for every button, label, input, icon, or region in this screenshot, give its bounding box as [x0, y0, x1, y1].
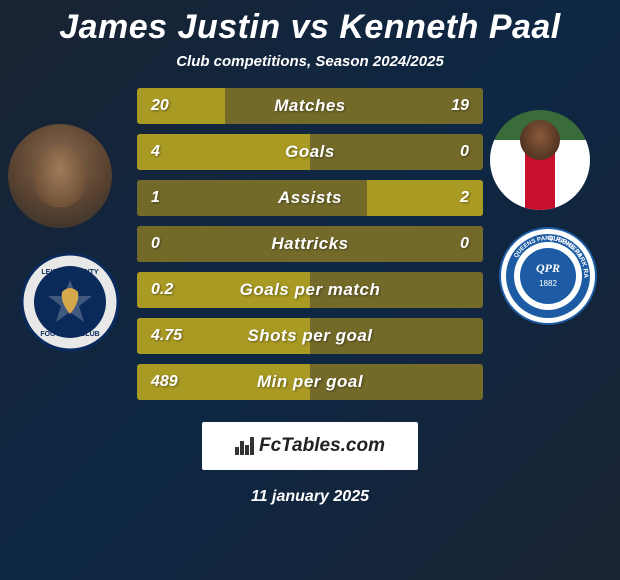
stat-label: Shots per goal — [247, 326, 372, 346]
stat-left-value: 20 — [151, 97, 169, 115]
stat-row: 4.75 Shots per goal — [137, 318, 483, 354]
stat-left-value: 0.2 — [151, 281, 173, 299]
svg-text:QPR: QPR — [536, 261, 560, 275]
stat-left-value: 0 — [151, 235, 160, 253]
stat-fill-right — [398, 88, 483, 124]
stat-row: 20 Matches 19 — [137, 88, 483, 124]
svg-text:FOOTBALL CLUB: FOOTBALL CLUB — [40, 331, 99, 338]
stat-fill-left — [137, 226, 224, 262]
stat-label: Goals per match — [240, 280, 381, 300]
stat-row: 489 Min per goal — [137, 364, 483, 400]
stat-label: Hattricks — [271, 234, 348, 254]
stat-fill-right — [397, 226, 484, 262]
stat-label: Min per goal — [257, 372, 363, 392]
club-left-logo: LEICESTER CITY FOOTBALL CLUB — [20, 252, 120, 352]
stat-left-value: 4.75 — [151, 327, 182, 345]
stat-right-value: 0 — [460, 143, 469, 161]
stat-row: 4 Goals 0 — [137, 134, 483, 170]
stat-fill-left — [137, 180, 194, 216]
stat-left-value: 1 — [151, 189, 160, 207]
stat-label: Matches — [274, 96, 346, 116]
comparison-title: James Justin vs Kenneth Paal — [59, 8, 561, 47]
stat-right-value: 0 — [460, 235, 469, 253]
comparison-subtitle: Club competitions, Season 2024/2025 — [176, 53, 444, 70]
player-right-avatar — [490, 110, 590, 210]
stat-right-value: 2 — [460, 189, 469, 207]
snapshot-date: 11 january 2025 — [251, 488, 369, 506]
stat-label: Goals — [285, 142, 335, 162]
stat-row: 0.2 Goals per match — [137, 272, 483, 308]
bars-icon — [235, 437, 255, 455]
stats-list: 20Matches194Goals01Assists20Hattricks00.… — [137, 88, 483, 410]
svg-text:LEICESTER CITY: LEICESTER CITY — [41, 269, 99, 276]
player-left-avatar — [8, 124, 112, 228]
stat-left-value: 4 — [151, 143, 160, 161]
stat-left-value: 489 — [151, 373, 178, 391]
stat-row: 1 Assists 2 — [137, 180, 483, 216]
svg-text:1882: 1882 — [539, 279, 557, 288]
stat-label: Assists — [278, 188, 342, 208]
brand-text: FcTables.com — [259, 435, 385, 457]
stat-right-value: 19 — [451, 97, 469, 115]
club-right-logo: QPR 1882 QUEENS PARK RANGERS QUEENS PARK… — [498, 226, 598, 326]
stat-row: 0 Hattricks 0 — [137, 226, 483, 262]
brand-logo: FcTables.com — [202, 422, 418, 470]
